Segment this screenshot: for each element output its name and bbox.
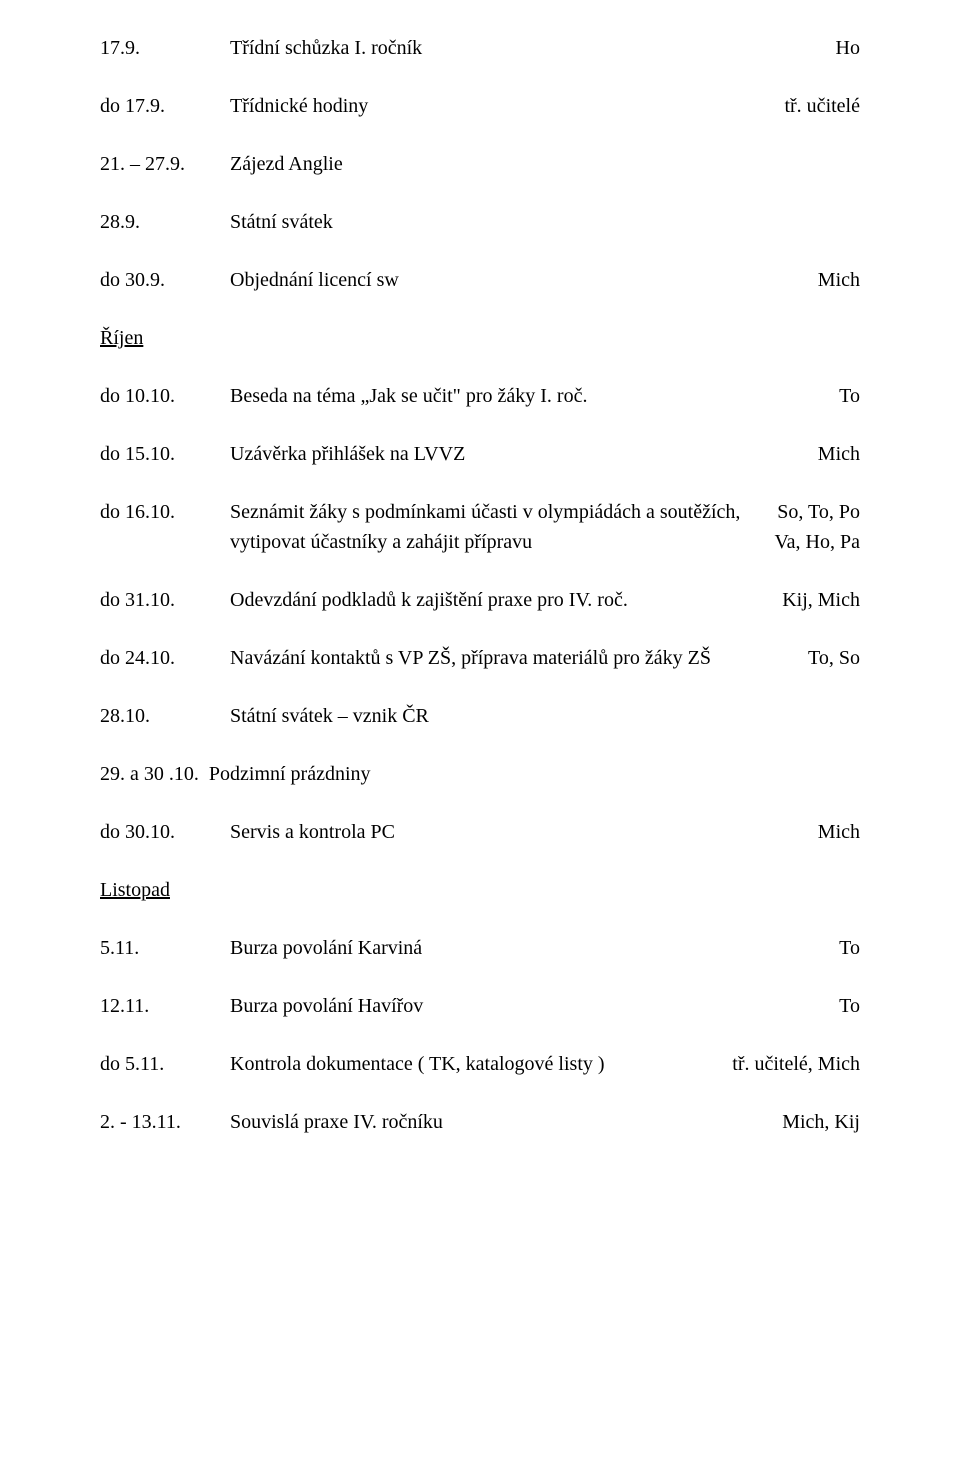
desc-cell: Servis a kontrola PC [230,820,395,844]
schedule-row: 21. – 27.9. Zájezd Anglie [100,152,860,176]
date-cell: 5.11. [100,936,230,960]
date-cell: do 17.9. [100,94,230,118]
right-cell: Kij, Mich [782,588,860,612]
schedule-row: 2. - 13.11. Souvislá praxe IV. ročníku M… [100,1110,860,1134]
right-cell: Ho [836,36,860,60]
date-cell: do 31.10. [100,588,230,612]
right-cell: To [839,994,860,1018]
date-cell: do 5.11. [100,1052,230,1076]
desc-cell: vytipovat účastníky a zahájit přípravu [100,530,532,554]
date-cell: do 15.10. [100,442,230,466]
schedule-row: 29. a 30 .10. Podzimní prázdniny [100,762,860,786]
desc-cell: Beseda na téma „Jak se učit" pro žáky I.… [230,384,587,408]
desc-cell: Podzimní prázdniny [209,762,371,786]
date-cell: 28.10. [100,704,230,728]
month-heading-october: Říjen [100,326,860,350]
desc-cell: Navázání kontaktů s VP ZŠ, příprava mate… [230,646,711,670]
schedule-row: do 24.10. Navázání kontaktů s VP ZŠ, pří… [100,646,860,670]
date-cell: do 30.9. [100,268,230,292]
right-cell: Mich [818,268,860,292]
date-cell: do 24.10. [100,646,230,670]
date-cell: 2. - 13.11. [100,1110,230,1134]
date-cell: 28.9. [100,210,230,234]
right-cell: tř. učitelé, Mich [732,1052,860,1076]
schedule-row: do 10.10. Beseda na téma „Jak se učit" p… [100,384,860,408]
schedule-row: do 30.9. Objednání licencí sw Mich [100,268,860,292]
desc-cell: Státní svátek – vznik ČR [230,704,429,728]
schedule-row: 5.11. Burza povolání Karviná To [100,936,860,960]
right-cell: Mich [818,820,860,844]
right-cell: To [839,384,860,408]
schedule-row: do 30.10. Servis a kontrola PC Mich [100,820,860,844]
schedule-row: do 5.11. Kontrola dokumentace ( TK, kata… [100,1052,860,1076]
date-cell: do 16.10. [100,500,230,524]
schedule-row: 28.9. Státní svátek [100,210,860,234]
date-cell: 29. a 30 .10. [100,762,199,786]
schedule-row: do 17.9. Třídnické hodiny tř. učitelé [100,94,860,118]
desc-cell: Burza povolání Havířov [230,994,423,1018]
desc-cell: Zájezd Anglie [230,152,343,176]
date-cell: 17.9. [100,36,230,60]
desc-cell: Kontrola dokumentace ( TK, katalogové li… [230,1052,605,1076]
date-cell: do 30.10. [100,820,230,844]
right-cell: Mich, Kij [782,1110,860,1134]
schedule-row: 12.11. Burza povolání Havířov To [100,994,860,1018]
schedule-row: 28.10. Státní svátek – vznik ČR [100,704,860,728]
schedule-row-multiline: do 16.10. Seznámit žáky s podmínkami úča… [100,500,860,554]
date-cell: 12.11. [100,994,230,1018]
desc-cell: Státní svátek [230,210,333,234]
schedule-row: do 15.10. Uzávěrka přihlášek na LVVZ Mic… [100,442,860,466]
desc-cell: Uzávěrka přihlášek na LVVZ [230,442,465,466]
month-heading-november: Listopad [100,878,860,902]
desc-cell: Objednání licencí sw [230,268,399,292]
right-cell: Mich [818,442,860,466]
right-cell: tř. učitelé [784,94,860,118]
right-cell: To [839,936,860,960]
desc-cell: Odevzdání podkladů k zajištění praxe pro… [230,588,628,612]
right-cell: To, So [808,646,860,670]
right-cell: Va, Ho, Pa [774,530,860,554]
date-cell: 21. – 27.9. [100,152,230,176]
schedule-row: 17.9. Třídní schůzka I. ročník Ho [100,36,860,60]
document-page: 17.9. Třídní schůzka I. ročník Ho do 17.… [0,0,960,1462]
date-cell: do 10.10. [100,384,230,408]
desc-cell: Třídnické hodiny [230,94,368,118]
desc-cell: Třídní schůzka I. ročník [230,36,422,60]
right-cell: So, To, Po [777,500,860,524]
desc-cell: Souvislá praxe IV. ročníku [230,1110,443,1134]
desc-cell: Burza povolání Karviná [230,936,422,960]
desc-cell: Seznámit žáky s podmínkami účasti v olym… [230,500,740,524]
schedule-row: do 31.10. Odevzdání podkladů k zajištění… [100,588,860,612]
